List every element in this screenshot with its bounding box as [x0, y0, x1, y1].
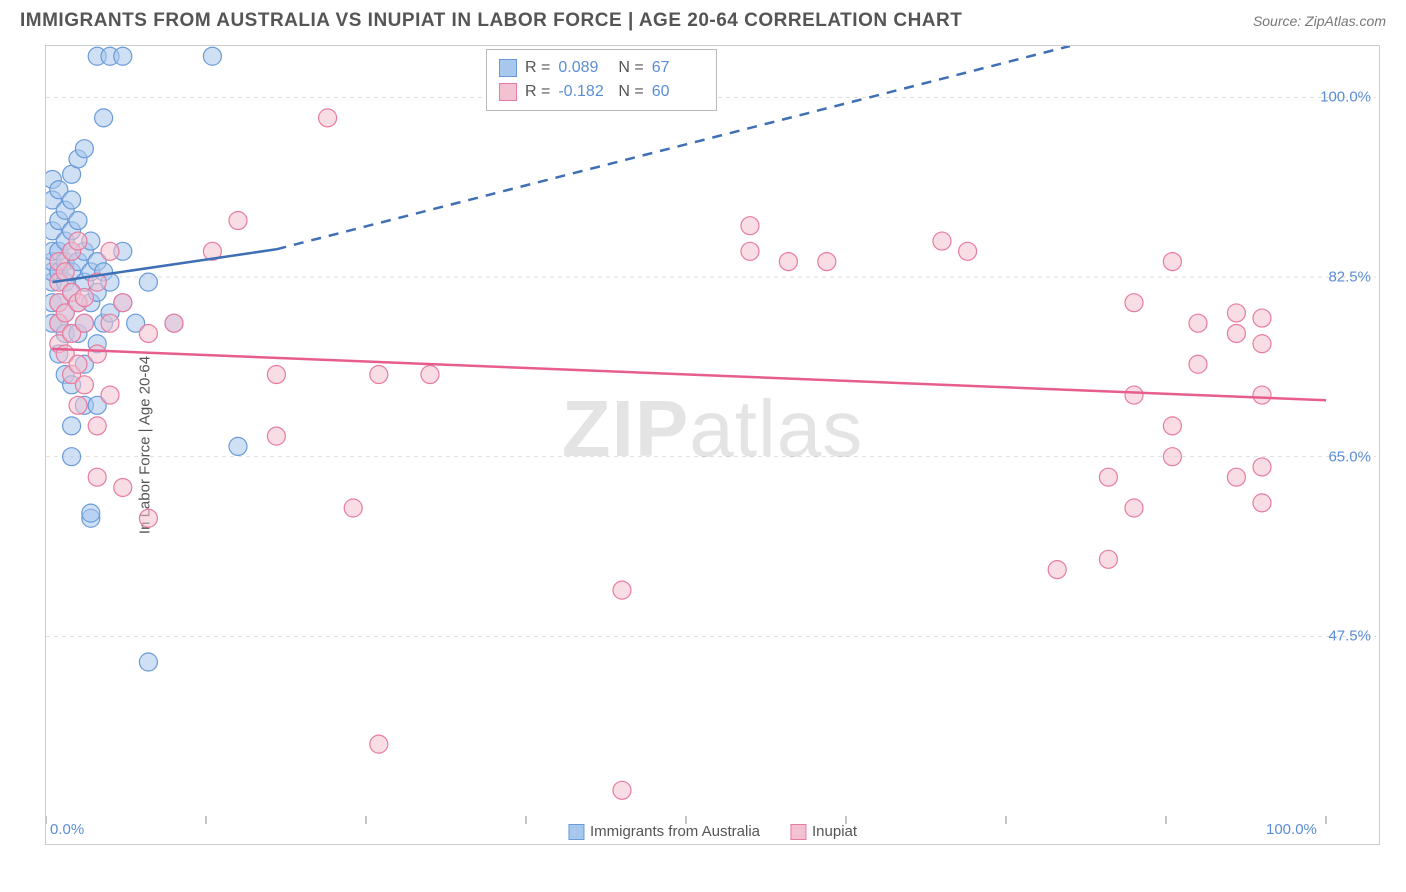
chart-header: IMMIGRANTS FROM AUSTRALIA VS INUPIAT IN … [0, 0, 1406, 37]
stats-row: R = -0.182 N = 60 [499, 80, 704, 104]
stat-n-label: N = [618, 56, 643, 80]
stat-n-value: 67 [652, 56, 704, 80]
legend-label: Inupiat [812, 823, 857, 840]
y-tick-label: 100.0% [1320, 89, 1371, 106]
stat-n-label: N = [618, 80, 643, 104]
x-tick-label: 100.0% [1266, 821, 1317, 838]
source-prefix: Source: [1253, 13, 1305, 29]
legend-label: Immigrants from Australia [590, 823, 760, 840]
y-tick-label: 82.5% [1328, 269, 1371, 286]
stat-r-value: -0.182 [558, 80, 610, 104]
legend-swatch-icon [568, 824, 584, 840]
stats-swatch-icon [499, 59, 517, 77]
stats-row: R = 0.089 N = 67 [499, 56, 704, 80]
chart-title: IMMIGRANTS FROM AUSTRALIA VS INUPIAT IN … [20, 10, 962, 32]
x-axis-legend: Immigrants from Australia Inupiat [568, 823, 857, 840]
legend-item-australia: Immigrants from Australia [568, 823, 760, 840]
scatter-chart [46, 46, 1381, 846]
y-tick-label: 47.5% [1328, 628, 1371, 645]
stat-r-value: 0.089 [558, 56, 610, 80]
stats-legend-box: R = 0.089 N = 67 R = -0.182 N = 60 [486, 49, 717, 111]
x-tick-label: 0.0% [50, 821, 84, 838]
y-tick-label: 65.0% [1328, 448, 1371, 465]
source-link[interactable]: ZipAtlas.com [1305, 13, 1386, 29]
legend-item-inupiat: Inupiat [790, 823, 857, 840]
stat-r-label: R = [525, 56, 550, 80]
stat-r-label: R = [525, 80, 550, 104]
chart-container: In Labor Force | Age 20-64 ZIPatlas 100.… [45, 45, 1380, 845]
chart-source: Source: ZipAtlas.com [1253, 13, 1386, 29]
stat-n-value: 60 [652, 80, 704, 104]
stats-swatch-icon [499, 83, 517, 101]
legend-swatch-icon [790, 824, 806, 840]
